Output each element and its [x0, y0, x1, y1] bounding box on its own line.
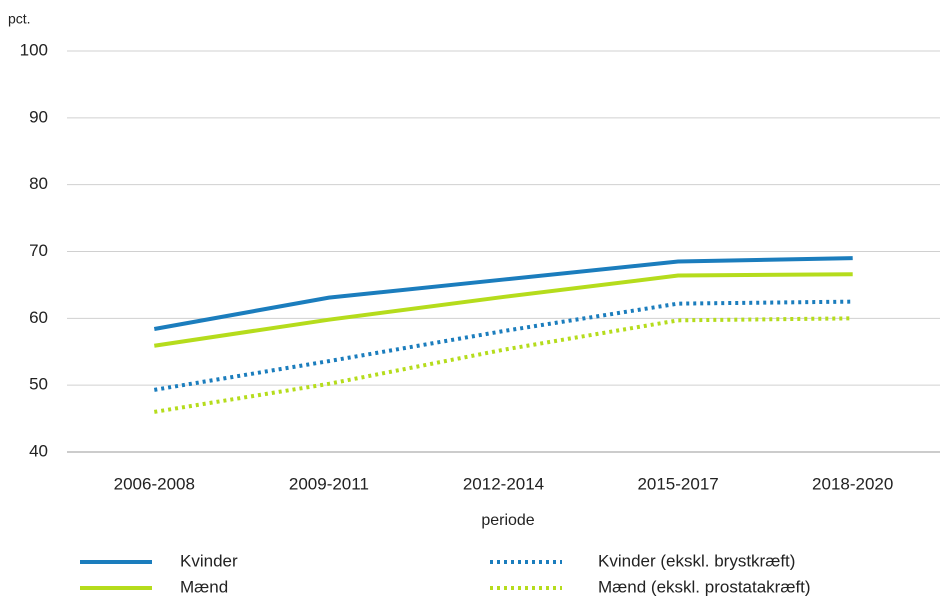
x-tick-label: 2015-2017	[637, 474, 718, 493]
series-line	[154, 272, 853, 348]
series-line	[153, 256, 853, 331]
y-tick-label: 100	[20, 40, 48, 59]
x-axis-label: periode	[481, 512, 534, 529]
x-tick-label: 2009-2011	[289, 474, 369, 493]
series-line	[153, 299, 853, 392]
y-tick-label: 80	[29, 174, 48, 193]
y-tick-label: 90	[29, 107, 48, 126]
legend-label: Kvinder (ekskl. brystkræft)	[598, 551, 795, 570]
y-tick-label: 60	[29, 308, 48, 327]
legend-label: Kvinder	[180, 551, 238, 570]
y-tick-label: 40	[29, 441, 48, 460]
x-tick-label: 2006-2008	[114, 474, 195, 493]
y-tick-label: 50	[29, 375, 48, 394]
legend-label: Mænd (ekskl. prostatakræft)	[598, 577, 811, 596]
series-line	[153, 316, 853, 414]
y-axis-label: pct.	[8, 11, 31, 27]
x-tick-label: 2012-2014	[463, 474, 544, 493]
y-tick-label: 70	[29, 241, 48, 260]
legend-label: Mænd	[180, 577, 228, 596]
x-tick-label: 2018-2020	[812, 474, 893, 493]
